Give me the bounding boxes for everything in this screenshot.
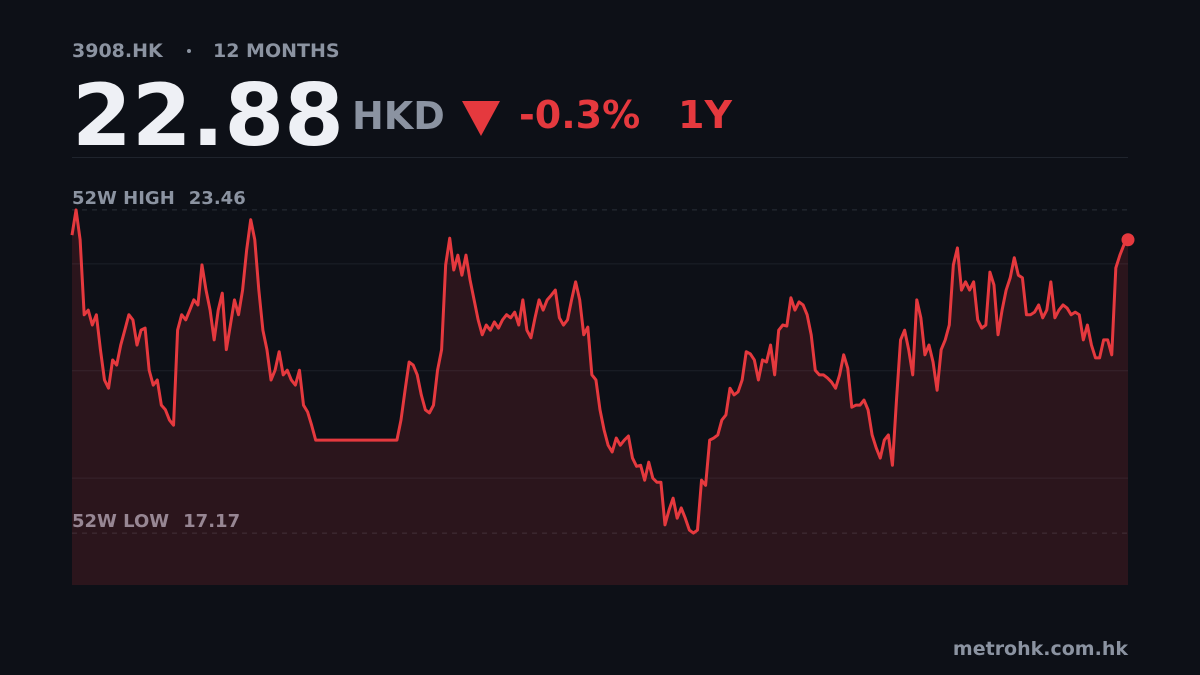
change: -0.3% (519, 93, 640, 137)
separator (187, 49, 191, 53)
plot: 52W HIGH 23.46 52W LOW 17.17 (70, 188, 1135, 586)
currency: HKD (352, 94, 445, 138)
price-line (70, 208, 1130, 535)
ticker: 3908.HK (72, 40, 164, 62)
reference-value: 17.17 (183, 511, 240, 532)
reference-name: 52W HIGH (72, 188, 175, 209)
reference-label: 52W LOW 17.17 (72, 511, 240, 532)
down-arrow (462, 101, 500, 136)
reference-value: 23.46 (189, 188, 246, 209)
reference-name: 52W LOW (72, 511, 169, 532)
range: 1Y (678, 93, 732, 137)
price: 22.88 (72, 66, 344, 166)
reference-label: 52W HIGH 23.46 (72, 188, 246, 209)
footer: metrohk.com.hk (953, 638, 1128, 660)
area (72, 209, 1128, 586)
period: 12 MONTHS (213, 40, 340, 62)
last-point (1121, 233, 1135, 247)
